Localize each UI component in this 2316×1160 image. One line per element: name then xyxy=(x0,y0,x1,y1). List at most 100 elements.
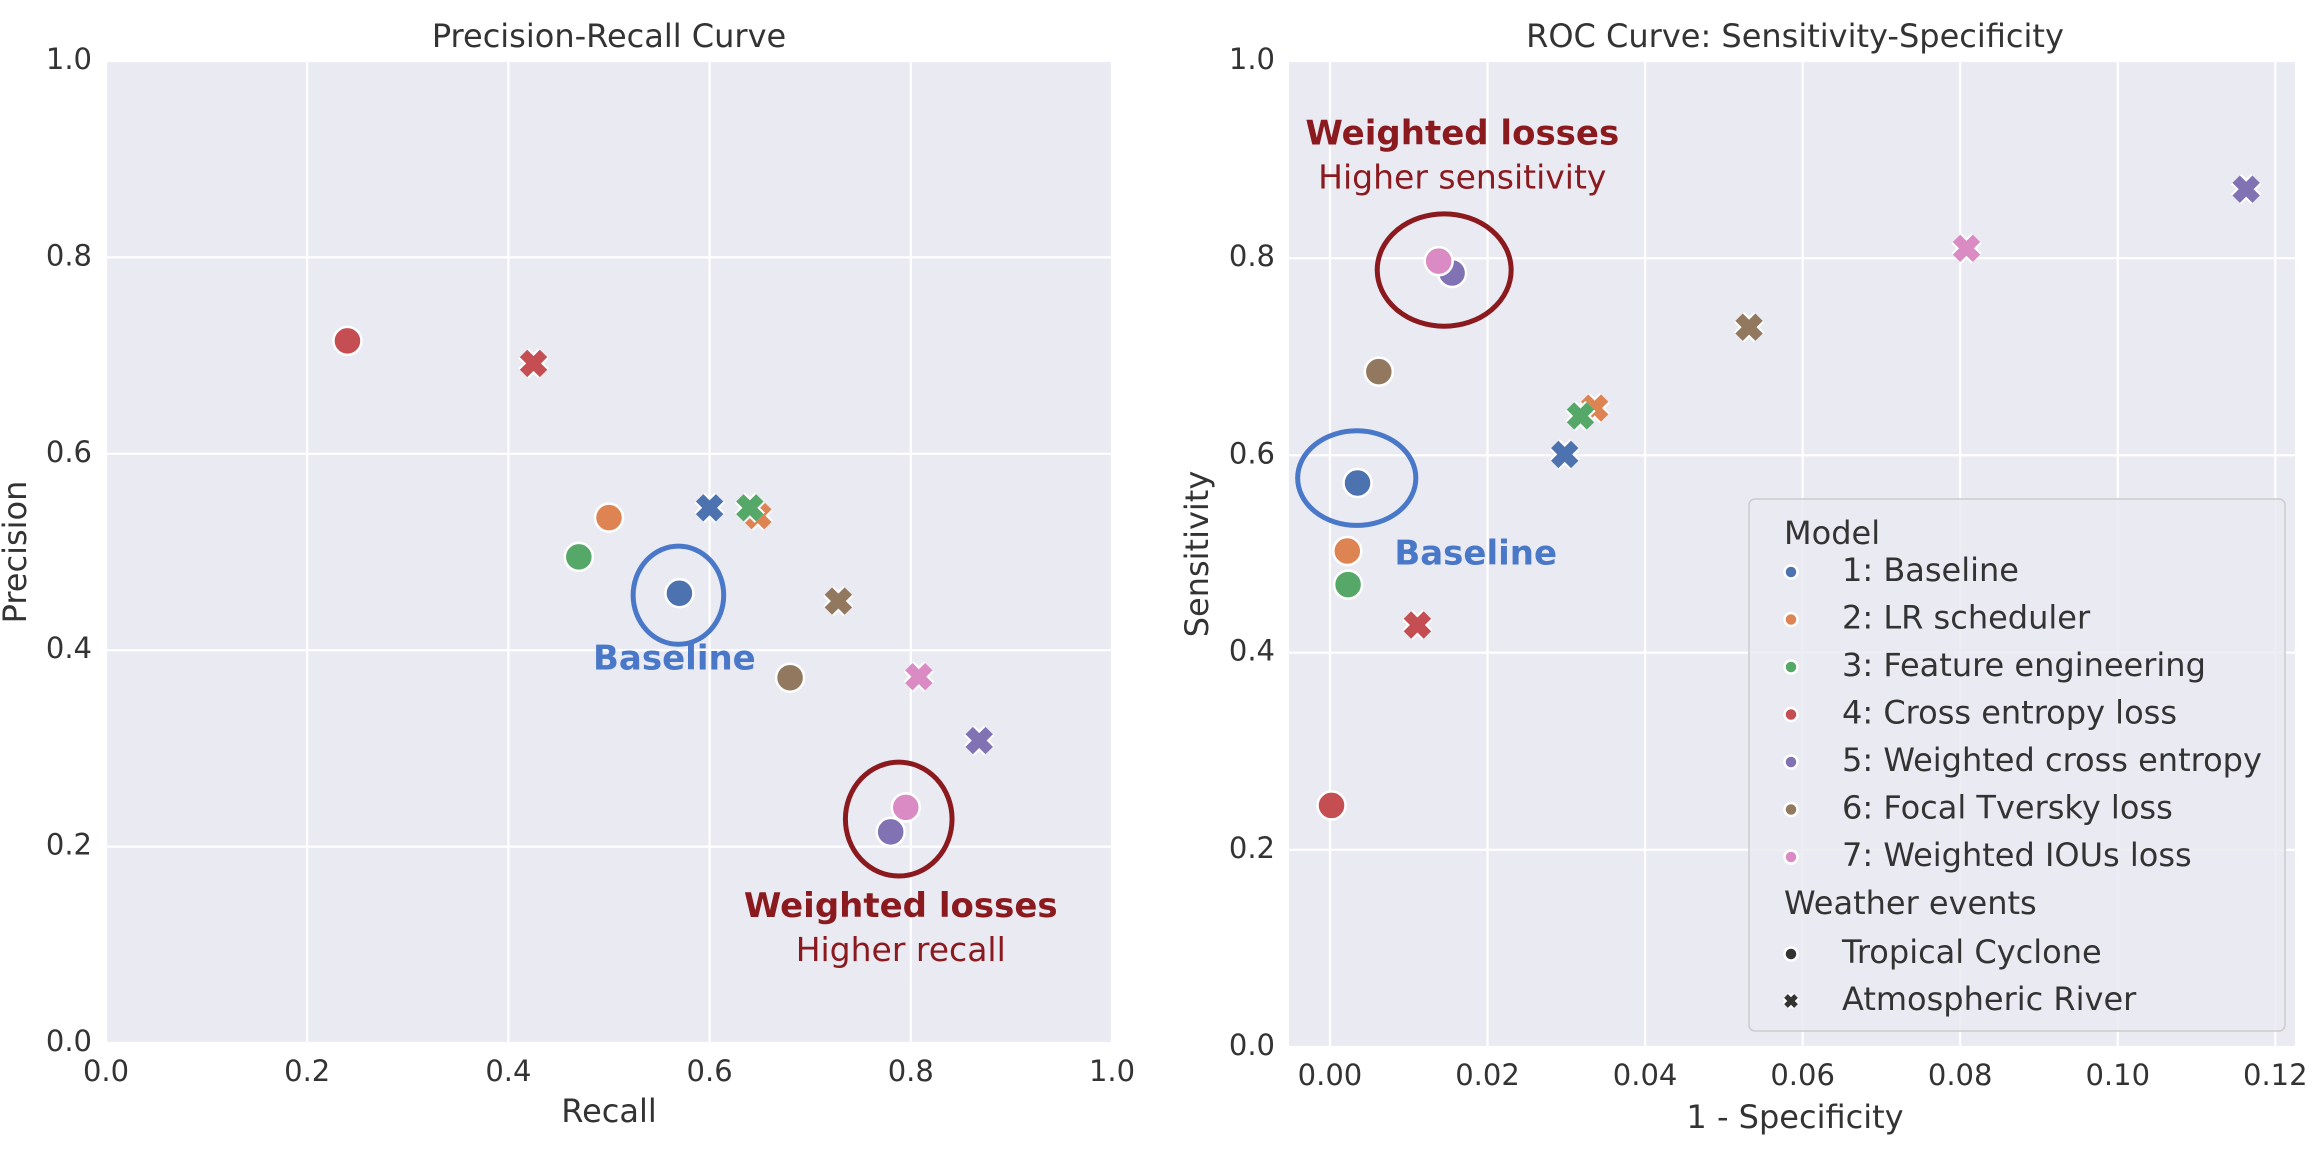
left-point-model1-river xyxy=(694,492,725,523)
right-point-model2-cyclone xyxy=(1332,535,1363,567)
right-point-model4-cyclone xyxy=(1316,790,1347,821)
legend-label-model5: 5: Weighted cross entropy xyxy=(1842,741,2262,779)
left-point-model6-river xyxy=(823,585,854,617)
weighted-annotation-label: Weighted losses xyxy=(744,886,1058,926)
left-point-model7-cyclone xyxy=(890,792,922,823)
legend-marker-model4 xyxy=(1783,706,1799,723)
right-point-model4-river xyxy=(1402,609,1433,641)
weighted-annotation-label: Weighted losses xyxy=(1305,113,1619,153)
right-x-tick-label: 0.08 xyxy=(1928,1058,1993,1092)
left-point-model4-cyclone xyxy=(332,325,363,357)
left-y-tick-label: 0.2 xyxy=(46,828,92,862)
left-x-tick-label: 1.0 xyxy=(1089,1054,1135,1088)
legend-label-event: Atmospheric River xyxy=(1842,980,2137,1018)
legend-label-model2: 2: LR scheduler xyxy=(1842,599,2091,637)
right-y-tick-label: 0.8 xyxy=(1229,239,1275,273)
right-annotation-circles xyxy=(1295,211,1514,528)
right-y-tick-label: 1.0 xyxy=(1229,42,1275,76)
legend-marker-model5 xyxy=(1783,754,1799,770)
legend-models: 1: Baseline 2: LR scheduler 3: Feature eng… xyxy=(1783,551,2262,874)
legend-events: Tropical Cyclone Atmospheric River xyxy=(1782,933,2137,1018)
legend-label-model6: 6: Focal Tversky loss xyxy=(1842,789,2173,827)
left-y-tick-label: 1.0 xyxy=(46,42,92,76)
left-y-tick-label: 0.8 xyxy=(46,238,92,272)
weighted-annotation-sublabel: Higher sensitivity xyxy=(1318,157,1606,196)
legend-model-title: Model xyxy=(1784,514,1880,552)
legend-marker-model1 xyxy=(1783,564,1799,580)
right-point-model1-cyclone xyxy=(1342,467,1373,499)
right-point-model7-river xyxy=(1951,233,1982,264)
left-annotation-labels: Baseline Weighted losses Higher recall xyxy=(593,639,1058,969)
legend-marker-model6 xyxy=(1783,801,1799,818)
legend-marker-model2 xyxy=(1783,611,1799,628)
right-chart: 0.00 0.02 0.04 0.06 0.08 0.10 0.12 0.0 0.2 0.4 0.6… xyxy=(1178,17,2308,1136)
right-y-axis-label: Sensitivity xyxy=(1178,471,1216,638)
baseline-highlight-circle xyxy=(630,543,727,647)
left-point-model6-cyclone xyxy=(774,662,806,693)
left-annotation-circles xyxy=(630,543,955,879)
left-chart-title: Precision-Recall Curve xyxy=(432,17,786,55)
left-chart: 0.0 0.2 0.4 0.6 0.8 1.0 0.0 0.2 0.4 0.6 0.8 1.0 Bas… xyxy=(0,17,1135,1130)
left-point-model2-cyclone xyxy=(593,502,625,533)
legend-label-event: Tropical Cyclone xyxy=(1841,933,2102,971)
right-point-model6-cyclone xyxy=(1363,356,1395,387)
baseline-annotation-label: Baseline xyxy=(1394,533,1557,573)
left-y-tick-label: 0.6 xyxy=(46,435,92,469)
right-point-model1-river xyxy=(1549,439,1580,470)
left-y-tick-label: 0.0 xyxy=(46,1024,92,1058)
left-plot-area xyxy=(106,61,1112,1043)
right-tick-labels: 0.00 0.02 0.04 0.06 0.08 0.10 0.12 0.0 0.2 0.4 0.6… xyxy=(1229,42,2308,1092)
left-grid xyxy=(104,59,1114,1045)
right-x-tick-label: 0.00 xyxy=(1298,1058,1363,1092)
right-y-tick-label: 0.6 xyxy=(1229,436,1275,470)
left-x-tick-label: 0.6 xyxy=(687,1054,733,1088)
right-x-tick-label: 0.04 xyxy=(1613,1058,1678,1092)
left-x-axis-label: Recall xyxy=(561,1092,656,1130)
weighted-annotation-sublabel: Higher recall xyxy=(796,930,1006,969)
left-x-tick-label: 0.0 xyxy=(83,1054,129,1088)
left-point-model3-river xyxy=(734,492,765,523)
right-points xyxy=(1316,174,2262,821)
left-y-tick-label: 0.4 xyxy=(46,631,92,665)
right-point-model6-river xyxy=(1733,312,1765,343)
legend-label-model7: 7: Weighted IOUs loss xyxy=(1842,836,2192,874)
legend-marker-cyclone xyxy=(1783,946,1799,962)
left-x-tick-label: 0.2 xyxy=(284,1054,330,1088)
legend-label-model4: 4: Cross entropy loss xyxy=(1842,694,2177,732)
right-x-axis-label: 1 - Specificity xyxy=(1686,1098,1903,1136)
left-point-model5-cyclone xyxy=(875,816,906,848)
right-x-tick-label: 0.06 xyxy=(1770,1058,1835,1092)
weighted-highlight-circle xyxy=(842,759,955,879)
right-y-tick-label: 0.4 xyxy=(1229,634,1275,668)
left-x-tick-label: 0.8 xyxy=(888,1054,934,1088)
right-y-tick-label: 0.0 xyxy=(1229,1028,1275,1062)
right-x-tick-label: 0.12 xyxy=(2243,1058,2308,1092)
left-point-model1-cyclone xyxy=(664,577,695,609)
left-points xyxy=(332,325,995,848)
baseline-highlight-circle xyxy=(1295,428,1419,528)
legend-marker-model7 xyxy=(1783,849,1799,865)
left-tick-labels: 0.0 0.2 0.4 0.6 0.8 1.0 0.0 0.2 0.4 0.6 0.8 1.0 xyxy=(46,42,1135,1088)
left-y-axis-label: Precision xyxy=(0,481,34,624)
left-x-tick-label: 0.4 xyxy=(485,1054,531,1088)
left-point-model3-cyclone xyxy=(563,541,595,573)
weighted-highlight-circle xyxy=(1374,211,1514,329)
baseline-annotation-label: Baseline xyxy=(593,639,756,679)
right-point-model5-river xyxy=(2231,174,2262,205)
legend-marker-river xyxy=(1782,992,1800,1010)
legend-marker-model3 xyxy=(1783,659,1799,675)
right-annotation-labels: Baseline Weighted losses Higher sensitivit… xyxy=(1305,113,1619,573)
left-point-model5-river xyxy=(964,725,995,756)
right-x-tick-label: 0.10 xyxy=(2085,1058,2150,1092)
left-point-model4-river xyxy=(518,348,549,379)
right-chart-title: ROC Curve: Sensitivity-Specificity xyxy=(1526,17,2064,55)
right-point-model3-cyclone xyxy=(1332,569,1364,600)
legend-label-model3: 3: Feature engineering xyxy=(1842,646,2206,684)
right-y-tick-label: 0.2 xyxy=(1229,831,1275,865)
right-x-tick-label: 0.02 xyxy=(1455,1058,1520,1092)
legend-label-model1: 1: Baseline xyxy=(1842,551,2019,589)
legend-box xyxy=(1748,498,2286,1032)
legend: Model 1: Baseline 2: LR scheduler 3: Featu… xyxy=(1748,498,2286,1032)
